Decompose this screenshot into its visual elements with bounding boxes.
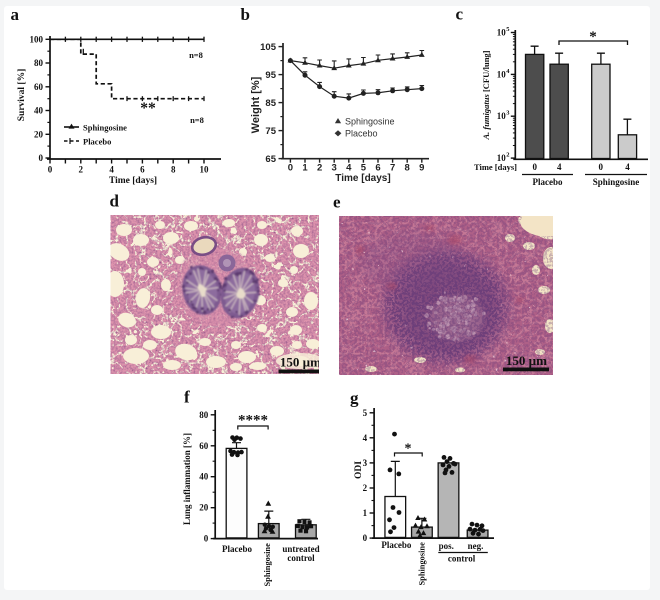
svg-text:Time [days]: Time [days] xyxy=(335,173,390,184)
svg-text:5: 5 xyxy=(361,162,367,173)
svg-text:80: 80 xyxy=(199,410,209,420)
svg-text:2: 2 xyxy=(506,152,509,159)
svg-text:a: a xyxy=(11,5,20,24)
svg-text:control: control xyxy=(287,553,315,563)
svg-text:8: 8 xyxy=(405,162,410,173)
svg-text:6: 6 xyxy=(140,165,145,175)
svg-text:*: * xyxy=(405,442,412,457)
svg-text:2: 2 xyxy=(79,165,84,175)
svg-text:0: 0 xyxy=(48,165,53,175)
svg-text:4: 4 xyxy=(506,68,510,75)
svg-text:Sphingosine: Sphingosine xyxy=(593,177,640,187)
svg-text:20: 20 xyxy=(34,129,44,139)
svg-text:0: 0 xyxy=(363,533,368,543)
svg-text:2: 2 xyxy=(363,483,368,493)
svg-text:Time [days]: Time [days] xyxy=(474,162,517,172)
svg-text:Sphingosine: Sphingosine xyxy=(345,117,395,127)
svg-text:Sphingosine: Sphingosine xyxy=(83,123,127,133)
svg-text:c: c xyxy=(456,5,464,24)
svg-text:g: g xyxy=(350,389,359,408)
svg-text:**: ** xyxy=(140,100,156,117)
svg-text:n=8: n=8 xyxy=(189,50,203,60)
svg-text:4: 4 xyxy=(346,162,352,173)
svg-text:0: 0 xyxy=(599,162,604,172)
svg-text:ODI: ODI xyxy=(354,461,364,479)
svg-text:150 µm: 150 µm xyxy=(506,353,547,368)
svg-text:Weight [%]: Weight [%] xyxy=(250,76,262,133)
svg-text:6: 6 xyxy=(375,162,380,173)
svg-text:b: b xyxy=(241,5,250,24)
svg-text:75: 75 xyxy=(265,126,276,137)
svg-text:0: 0 xyxy=(39,153,44,163)
svg-text:95: 95 xyxy=(265,70,276,81)
svg-text:7: 7 xyxy=(390,162,395,173)
svg-text:d: d xyxy=(110,192,120,211)
svg-text:10: 10 xyxy=(497,28,507,38)
svg-text:3: 3 xyxy=(506,110,510,117)
svg-text:0: 0 xyxy=(204,534,209,544)
svg-text:4: 4 xyxy=(625,162,630,172)
svg-text:3: 3 xyxy=(332,162,337,173)
svg-text:150 µm: 150 µm xyxy=(280,355,321,370)
svg-text:5: 5 xyxy=(506,26,510,33)
svg-text:Placebo: Placebo xyxy=(345,129,378,139)
svg-text:Survival [%]: Survival [%] xyxy=(17,69,27,122)
svg-text:Time [days]: Time [days] xyxy=(109,176,157,186)
svg-text:4: 4 xyxy=(557,162,562,172)
svg-text:40: 40 xyxy=(199,472,209,482)
svg-text:65: 65 xyxy=(265,154,276,165)
svg-text:10: 10 xyxy=(497,153,507,163)
svg-text:*: * xyxy=(589,29,597,45)
svg-text:Sphingosine: Sphingosine xyxy=(263,543,272,587)
svg-text:0: 0 xyxy=(288,162,293,173)
svg-text:control: control xyxy=(448,554,476,564)
svg-text:e: e xyxy=(333,193,341,212)
svg-text:1: 1 xyxy=(302,162,308,173)
svg-text:2: 2 xyxy=(317,162,322,173)
svg-text:60: 60 xyxy=(199,441,209,451)
svg-text:105: 105 xyxy=(260,42,277,53)
svg-text:n=8: n=8 xyxy=(190,115,204,125)
svg-text:untreated: untreated xyxy=(282,544,319,554)
svg-text:8: 8 xyxy=(171,165,176,175)
svg-text:100: 100 xyxy=(30,34,44,44)
svg-text:pos.: pos. xyxy=(439,541,454,551)
svg-text:60: 60 xyxy=(34,82,44,92)
svg-text:85: 85 xyxy=(265,98,276,109)
svg-text:Placebo: Placebo xyxy=(381,540,411,550)
svg-text:5: 5 xyxy=(363,408,368,418)
svg-text:3: 3 xyxy=(363,458,368,468)
svg-text:neg.: neg. xyxy=(468,541,484,551)
svg-text:4: 4 xyxy=(363,433,368,443)
svg-text:f: f xyxy=(184,388,190,407)
svg-text:A. fumigatus [CFU/lung]: A. fumigatus [CFU/lung] xyxy=(481,50,491,140)
svg-text:9: 9 xyxy=(419,162,424,173)
svg-text:40: 40 xyxy=(34,106,44,116)
svg-text:4: 4 xyxy=(109,165,114,175)
svg-text:Placebo: Placebo xyxy=(83,137,111,147)
svg-text:10: 10 xyxy=(200,165,210,175)
svg-text:10: 10 xyxy=(497,111,507,121)
svg-text:Placebo: Placebo xyxy=(222,544,252,554)
svg-text:80: 80 xyxy=(34,58,44,68)
svg-text:10: 10 xyxy=(497,69,507,79)
svg-text:Placebo: Placebo xyxy=(533,177,563,187)
svg-text:****: **** xyxy=(238,413,268,429)
svg-text:20: 20 xyxy=(199,503,209,513)
svg-text:Lung inflammation [%]: Lung inflammation [%] xyxy=(182,433,192,525)
svg-text:0: 0 xyxy=(532,162,537,172)
svg-text:1: 1 xyxy=(363,508,368,518)
svg-text:Sphingosine: Sphingosine xyxy=(418,542,427,586)
